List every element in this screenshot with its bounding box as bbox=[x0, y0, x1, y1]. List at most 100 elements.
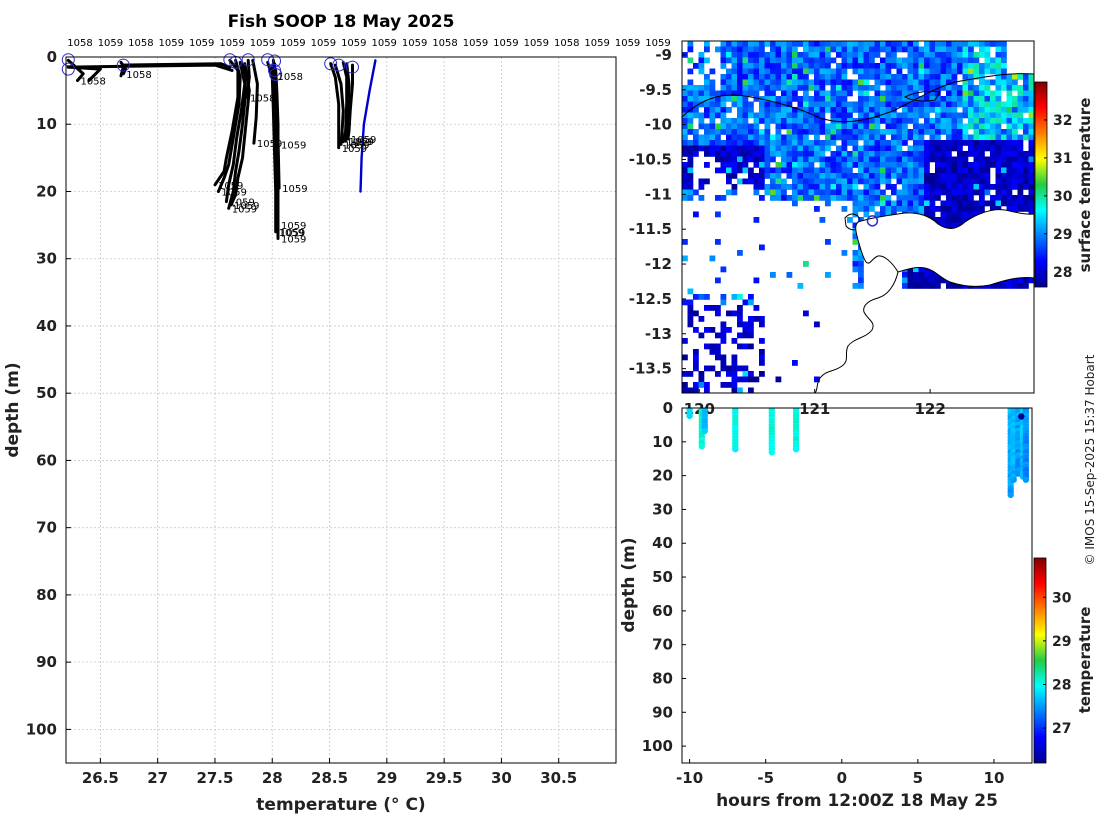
sst-cell bbox=[731, 360, 738, 366]
sst-cell bbox=[698, 123, 705, 130]
sst-cell bbox=[682, 118, 688, 124]
sst-cell bbox=[1017, 112, 1024, 119]
sst-cell bbox=[841, 63, 848, 69]
sst-cell bbox=[759, 79, 765, 86]
sst-cell bbox=[946, 167, 952, 174]
sst-cell bbox=[907, 162, 914, 168]
sst-cell bbox=[979, 195, 985, 201]
sst-cell bbox=[775, 376, 782, 383]
sst-cell bbox=[940, 167, 947, 174]
sst-cell bbox=[962, 151, 969, 157]
sst-cell bbox=[786, 90, 793, 97]
sst-cell bbox=[902, 277, 908, 284]
sst-cell bbox=[852, 123, 859, 130]
sst-cell bbox=[852, 151, 859, 157]
sst-cell bbox=[682, 101, 688, 108]
sst-cell bbox=[874, 52, 881, 58]
map-y-tick-label: -12.5 bbox=[629, 290, 672, 308]
profile-panel: Fish SOOP 18 May 2025 1058 1059 1058 1059 10… bbox=[3, 12, 671, 815]
sst-cell bbox=[753, 96, 760, 102]
sst-cell bbox=[753, 156, 760, 163]
sst-cell bbox=[737, 74, 743, 80]
sst-cell bbox=[753, 41, 760, 47]
sst-cell bbox=[731, 134, 738, 141]
sst-cell bbox=[748, 178, 754, 185]
sst-cell bbox=[968, 200, 974, 207]
sst-cell bbox=[968, 140, 974, 146]
sst-cell bbox=[990, 140, 996, 146]
profile-line bbox=[344, 62, 351, 143]
profile-x-tick-label: 27.5 bbox=[196, 769, 233, 787]
sst-cell bbox=[984, 118, 991, 124]
sst-cell bbox=[995, 118, 1002, 124]
sst-cell bbox=[720, 382, 727, 388]
sst-cell bbox=[814, 129, 820, 135]
sst-colorbar-label: surface temperature bbox=[1076, 98, 1094, 273]
profile-top-id-label: 1059 bbox=[584, 38, 609, 49]
sst-cell bbox=[863, 140, 870, 146]
sst-cell bbox=[979, 162, 985, 168]
sst-cell bbox=[709, 85, 716, 91]
sst-cell bbox=[792, 57, 798, 64]
sst-cell bbox=[918, 140, 925, 146]
sst-cell bbox=[841, 112, 848, 119]
sst-cell bbox=[951, 129, 958, 135]
sst-cell bbox=[731, 90, 738, 97]
sst-cell bbox=[814, 63, 820, 69]
sst-cell bbox=[918, 79, 925, 86]
sst-cell bbox=[935, 134, 941, 141]
sst-cell bbox=[863, 129, 870, 135]
sst-cell bbox=[693, 382, 699, 388]
sst-cell bbox=[709, 343, 716, 350]
sst-cell bbox=[935, 63, 941, 69]
sst-cell bbox=[797, 101, 804, 108]
sst-cell bbox=[951, 162, 958, 168]
section-axes-box bbox=[681, 407, 1033, 764]
sst-cell bbox=[940, 74, 947, 80]
map-y-tick-label: -12 bbox=[645, 255, 672, 273]
sst-cell bbox=[742, 167, 749, 174]
profile-y-tick-label: 30 bbox=[36, 250, 57, 268]
sst-cell bbox=[924, 206, 930, 212]
profile-end-label: 1059 bbox=[342, 144, 367, 155]
sst-cell bbox=[852, 129, 859, 135]
sst-cell bbox=[1001, 195, 1007, 201]
sst-cell bbox=[693, 90, 699, 97]
sst-cell bbox=[759, 63, 765, 69]
sst-cell bbox=[731, 371, 738, 377]
sst-cell bbox=[940, 41, 947, 47]
sst-cell bbox=[891, 118, 897, 124]
sst-cell bbox=[863, 200, 870, 207]
sst-cell bbox=[1006, 167, 1013, 174]
sst-cell bbox=[852, 173, 859, 179]
sst-cell bbox=[902, 206, 908, 212]
sst-cell bbox=[814, 134, 820, 141]
sst-cell bbox=[924, 167, 930, 174]
sst-cell bbox=[951, 68, 958, 75]
sst-cell bbox=[836, 156, 842, 163]
sst-cell bbox=[902, 123, 908, 130]
sst-cell bbox=[830, 195, 837, 201]
sst-cell bbox=[764, 129, 771, 135]
sst-cell bbox=[984, 107, 991, 113]
sst-cell bbox=[825, 63, 831, 69]
sst-cell bbox=[979, 96, 985, 102]
sst-cell bbox=[874, 74, 881, 80]
sst-cell bbox=[896, 112, 903, 119]
sst-cell bbox=[825, 79, 831, 86]
sst-cell bbox=[918, 52, 925, 58]
sst-cell bbox=[891, 156, 897, 163]
sst-cell bbox=[940, 184, 947, 190]
sst-cell bbox=[797, 63, 804, 69]
profile-top-id-label: 1059 bbox=[219, 38, 244, 49]
sst-cell bbox=[924, 85, 930, 91]
sst-cell bbox=[929, 184, 936, 190]
sst-cell bbox=[885, 173, 892, 179]
sst-cell bbox=[836, 118, 842, 124]
sst-cell bbox=[698, 382, 705, 388]
sst-cell bbox=[764, 173, 771, 179]
sst-cell bbox=[907, 41, 914, 47]
sst-cell bbox=[781, 63, 787, 69]
sst-cell bbox=[770, 272, 776, 278]
sst-cell bbox=[1017, 200, 1024, 207]
